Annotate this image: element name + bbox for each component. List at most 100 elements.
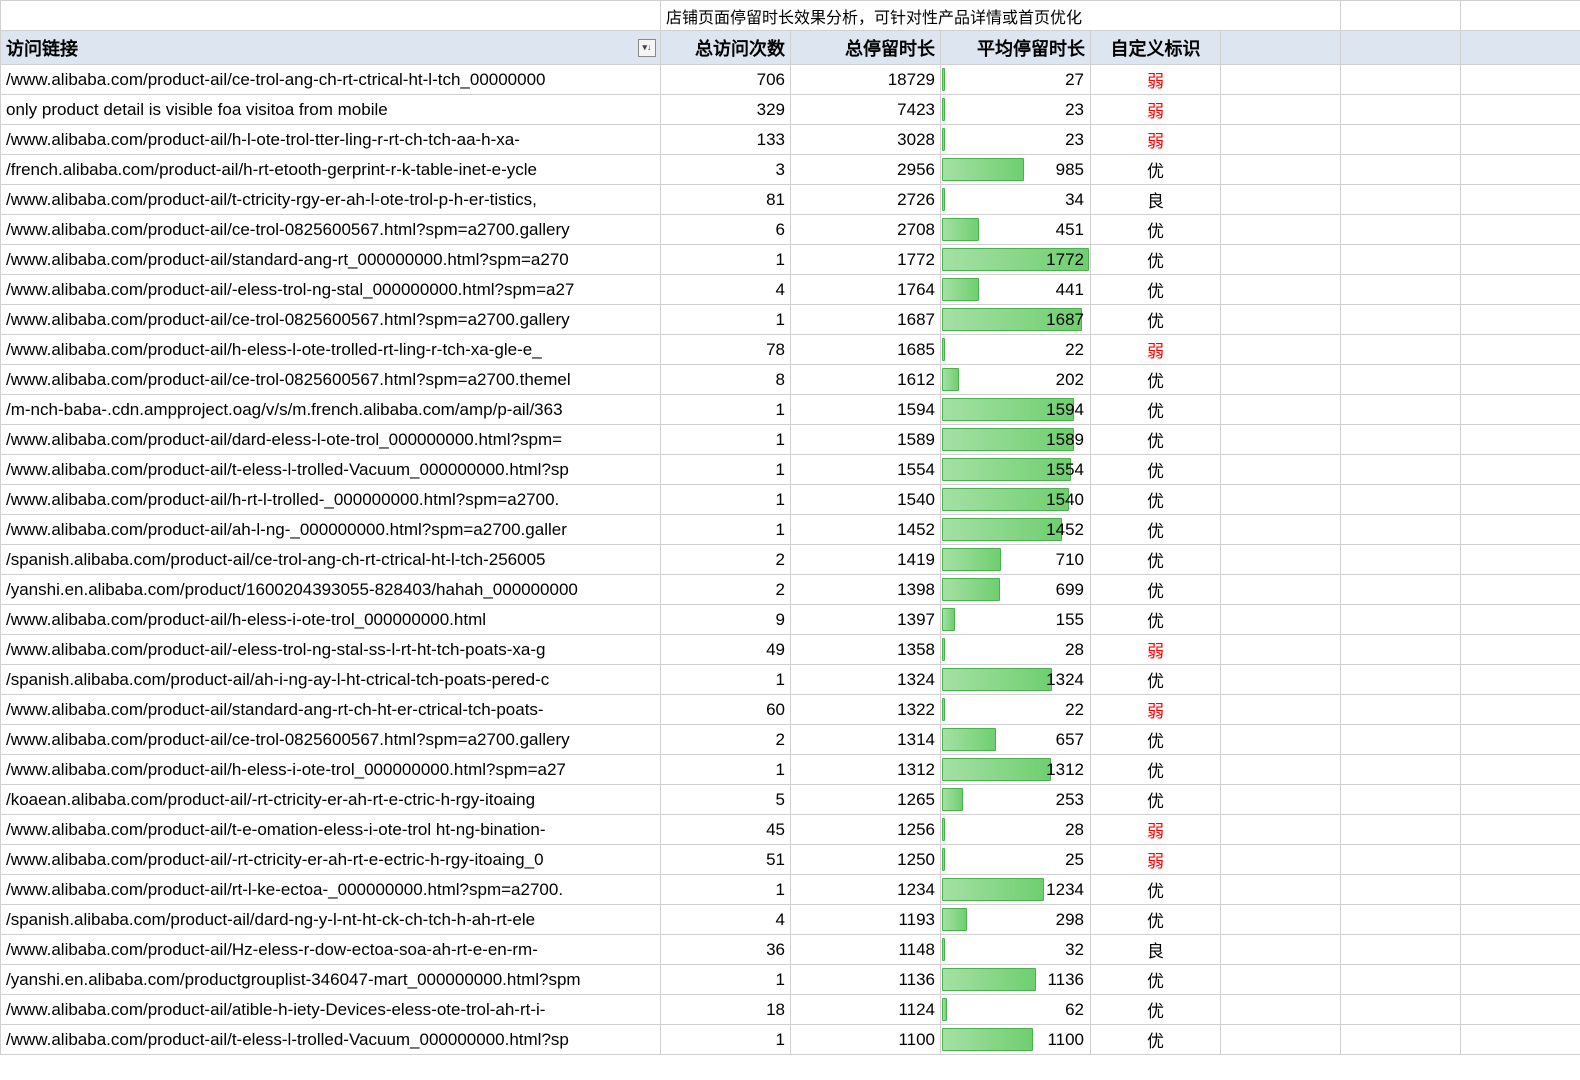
empty-cell[interactable] [1221, 305, 1341, 335]
avg-stay-cell[interactable]: 28 [941, 635, 1091, 665]
tag-cell[interactable]: 优 [1091, 455, 1221, 485]
empty-cell[interactable] [1221, 635, 1341, 665]
empty-cell[interactable] [1221, 695, 1341, 725]
visits-cell[interactable]: 1 [661, 665, 791, 695]
empty-cell[interactable] [1461, 905, 1580, 935]
empty-cell[interactable] [1221, 785, 1341, 815]
empty-cell[interactable] [1221, 995, 1341, 1025]
empty-cell[interactable] [1221, 665, 1341, 695]
avg-stay-cell[interactable]: 1554 [941, 455, 1091, 485]
total-stay-cell[interactable]: 1234 [791, 875, 941, 905]
visits-cell[interactable]: 81 [661, 185, 791, 215]
empty-cell[interactable] [1461, 335, 1580, 365]
avg-stay-cell[interactable]: 28 [941, 815, 1091, 845]
table-row[interactable]: /www.alibaba.com/product-ail/-eless-trol… [1, 275, 1580, 305]
empty-cell[interactable] [1221, 155, 1341, 185]
empty-cell[interactable] [1221, 545, 1341, 575]
link-cell[interactable]: /www.alibaba.com/product-ail/-rt-ctricit… [1, 845, 661, 875]
empty-cell[interactable] [1461, 575, 1580, 605]
empty-cell[interactable] [1221, 905, 1341, 935]
empty-cell[interactable] [1221, 935, 1341, 965]
empty-cell[interactable] [1341, 515, 1461, 545]
empty-cell[interactable] [1341, 95, 1461, 125]
empty-cell[interactable] [1461, 935, 1580, 965]
total-stay-cell[interactable]: 1314 [791, 725, 941, 755]
total-stay-cell[interactable]: 1772 [791, 245, 941, 275]
empty-cell[interactable] [1461, 65, 1580, 95]
table-row[interactable]: /www.alibaba.com/product-ail/t-eless-l-t… [1, 455, 1580, 485]
empty-cell[interactable] [1221, 485, 1341, 515]
total-stay-cell[interactable]: 1397 [791, 605, 941, 635]
total-stay-cell[interactable]: 3028 [791, 125, 941, 155]
avg-stay-cell[interactable]: 1452 [941, 515, 1091, 545]
table-row[interactable]: /www.alibaba.com/product-ail/h-eless-i-o… [1, 755, 1580, 785]
empty-cell[interactable] [1221, 575, 1341, 605]
total-stay-cell[interactable]: 18729 [791, 65, 941, 95]
total-stay-cell[interactable]: 1540 [791, 485, 941, 515]
empty-cell[interactable] [1341, 605, 1461, 635]
empty-cell[interactable] [1221, 335, 1341, 365]
link-cell[interactable]: /www.alibaba.com/product-ail/t-eless-l-t… [1, 455, 661, 485]
tag-cell[interactable]: 优 [1091, 665, 1221, 695]
total-stay-cell[interactable]: 1452 [791, 515, 941, 545]
tag-cell[interactable]: 优 [1091, 305, 1221, 335]
total-stay-cell[interactable]: 1322 [791, 695, 941, 725]
avg-stay-cell[interactable]: 202 [941, 365, 1091, 395]
link-cell[interactable]: /www.alibaba.com/product-ail/ce-trol-ang… [1, 65, 661, 95]
empty-cell[interactable] [1461, 545, 1580, 575]
avg-stay-cell[interactable]: 441 [941, 275, 1091, 305]
table-row[interactable]: /www.alibaba.com/product-ail/dard-eless-… [1, 425, 1580, 455]
tag-cell[interactable]: 优 [1091, 965, 1221, 995]
empty-cell[interactable] [1221, 245, 1341, 275]
empty-cell[interactable] [1341, 125, 1461, 155]
tag-cell[interactable]: 优 [1091, 575, 1221, 605]
link-cell[interactable]: /www.alibaba.com/product-ail/ce-trol-082… [1, 215, 661, 245]
visits-cell[interactable]: 1 [661, 395, 791, 425]
visits-cell[interactable]: 60 [661, 695, 791, 725]
link-cell[interactable]: only product detail is visible foa visit… [1, 95, 661, 125]
empty-cell[interactable] [1461, 485, 1580, 515]
total-stay-cell[interactable]: 1193 [791, 905, 941, 935]
empty-cell[interactable] [1461, 125, 1580, 155]
link-cell[interactable]: /www.alibaba.com/product-ail/h-rt-l-trol… [1, 485, 661, 515]
empty-cell[interactable] [1221, 845, 1341, 875]
empty-cell[interactable] [1221, 425, 1341, 455]
header-empty[interactable] [1221, 31, 1341, 65]
link-cell[interactable]: /www.alibaba.com/product-ail/h-eless-i-o… [1, 605, 661, 635]
total-stay-cell[interactable]: 1265 [791, 785, 941, 815]
total-stay-cell[interactable]: 1554 [791, 455, 941, 485]
visits-cell[interactable]: 45 [661, 815, 791, 845]
empty-cell[interactable] [1461, 455, 1580, 485]
table-row[interactable]: /m-nch-baba-.cdn.ampproject.oag/v/s/m.fr… [1, 395, 1580, 425]
tag-cell[interactable]: 优 [1091, 605, 1221, 635]
empty-cell[interactable] [1341, 305, 1461, 335]
avg-stay-cell[interactable]: 23 [941, 125, 1091, 155]
link-cell[interactable]: /www.alibaba.com/product-ail/Hz-eless-r-… [1, 935, 661, 965]
visits-cell[interactable]: 1 [661, 485, 791, 515]
table-row[interactable]: /www.alibaba.com/product-ail/ce-trol-082… [1, 305, 1580, 335]
visits-cell[interactable]: 4 [661, 275, 791, 305]
tag-cell[interactable]: 优 [1091, 1025, 1221, 1055]
visits-cell[interactable]: 5 [661, 785, 791, 815]
table-row[interactable]: /www.alibaba.com/product-ail/standard-an… [1, 695, 1580, 725]
empty-cell[interactable] [1341, 545, 1461, 575]
empty-cell[interactable] [1221, 185, 1341, 215]
tag-cell[interactable]: 优 [1091, 545, 1221, 575]
tag-cell[interactable]: 优 [1091, 365, 1221, 395]
empty-cell[interactable] [1461, 215, 1580, 245]
empty-cell[interactable] [1341, 905, 1461, 935]
link-cell[interactable]: /www.alibaba.com/product-ail/rt-l-ke-ect… [1, 875, 661, 905]
avg-stay-cell[interactable]: 298 [941, 905, 1091, 935]
tag-cell[interactable]: 弱 [1091, 695, 1221, 725]
visits-cell[interactable]: 1 [661, 755, 791, 785]
visits-cell[interactable]: 18 [661, 995, 791, 1025]
tag-cell[interactable]: 弱 [1091, 815, 1221, 845]
empty-cell[interactable] [1341, 335, 1461, 365]
visits-cell[interactable]: 1 [661, 245, 791, 275]
tag-cell[interactable]: 弱 [1091, 125, 1221, 155]
tag-cell[interactable]: 优 [1091, 995, 1221, 1025]
link-cell[interactable]: /www.alibaba.com/product-ail/-eless-trol… [1, 275, 661, 305]
avg-stay-cell[interactable]: 27 [941, 65, 1091, 95]
link-cell[interactable]: /french.alibaba.com/product-ail/h-rt-eto… [1, 155, 661, 185]
header-empty[interactable] [1341, 31, 1461, 65]
